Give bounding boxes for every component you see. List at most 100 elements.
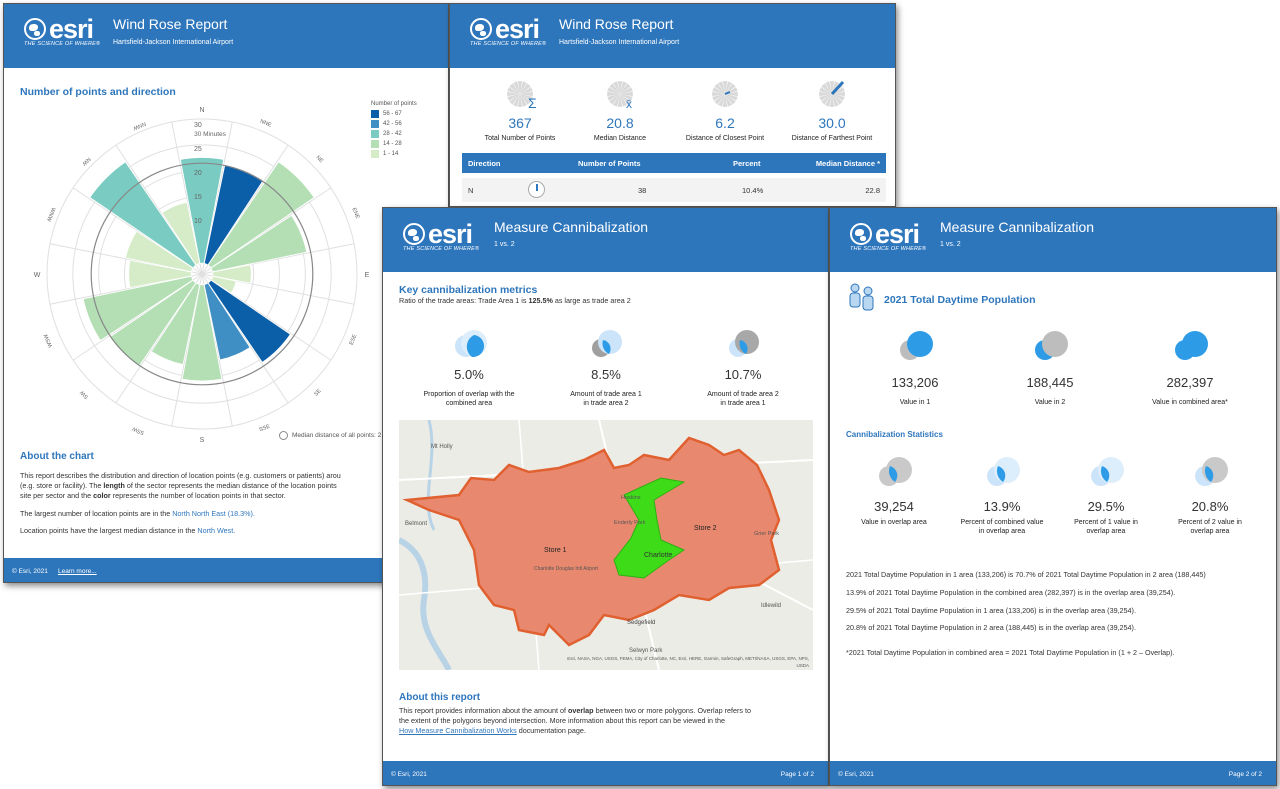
largest-count-text: The largest number of location points ar… [20,509,255,518]
wind-bar-se[interactable] [207,279,291,363]
esri-logo: esri THE SCIENCE OF WHERE® [470,14,547,47]
svg-text:Charlotte Douglas Intl Airport: Charlotte Douglas Intl Airport [534,566,599,572]
about-chart-text: This report describes the distribution a… [20,471,341,500]
legend-swatch [371,140,379,148]
stat-percent-of-2: 20.8% Percent of 2 value in overlap area [1160,454,1260,536]
legend-item: 1 - 14 [371,149,417,159]
wind-bar-wsw[interactable] [82,275,194,341]
grid-ring [72,144,332,404]
svg-text:x̄: x̄ [626,97,632,110]
svg-text:Esri, NASA, NGA, USGS, FEMA, C: Esri, NASA, NGA, USGS, FEMA, City of Cha… [567,656,809,661]
median-note: Median distance of all points: 2 [279,431,381,440]
esri-logo: esri THE SCIENCE OF WHERE® [24,14,101,47]
overlap-circles-icon [987,457,1020,486]
wind-bar-ese[interactable] [210,275,237,294]
wind-bar-n[interactable] [179,157,225,264]
wind-bar-s[interactable] [181,284,223,382]
trade-area-map[interactable]: Mt Holly Belmont Store 1 Store 2 Enderly… [399,420,813,670]
metric-total-points: Σ 367 Total Number of Points [472,78,568,143]
legend-label: 1 - 14 [383,151,399,157]
wind-bar-wnw[interactable] [125,230,194,273]
metric-area2-in-area1: 10.7% Amount of trade area 2 in trade are… [675,328,811,408]
report-title: Measure Cannibalization [494,219,649,235]
largest-median-text: Location points have the largest median … [20,526,236,535]
population-title: 2021 Total Daytime Population [884,294,1036,306]
metric-value-combined: 282,397 Value in combined area* [1120,328,1260,407]
wind-bar-w[interactable] [128,259,192,289]
stat-percent-of-1: 29.5% Percent of 1 value in overlap area [1056,454,1156,536]
section-title: Key cannibalization metrics [399,284,538,296]
esri-logo: esri THE SCIENCE OF WHERE® [403,219,480,252]
legend: Number of points 56 - 67 42 - 56 28 - 42 14… [371,101,417,159]
documentation-link[interactable]: How Measure Cannibalization Works [399,726,517,735]
stat-percent-combined: 13.9% Percent of combined value in overla… [948,454,1056,536]
globe-icon [850,223,872,245]
mean-icon: x̄ [607,81,633,111]
trade-area-1-polygon[interactable] [402,436,781,647]
compass-label: WNW [45,206,56,222]
metric-closest-point: 6.2 Distance of Closest Point [672,78,778,143]
svg-text:Σ: Σ [528,95,536,110]
report-header: esri THE SCIENCE OF WHERE® Wind Rose Rep… [450,4,895,68]
compass-label: E [365,272,370,279]
metric-overlap-proportion: 5.0% Proportion of overlap with the combi… [401,328,537,408]
globe-icon [470,18,492,40]
report-footer: © Esri, 2021 Page 2 of 2 [830,761,1276,785]
radial-tick-label: 20 [194,170,202,177]
svg-text:Mt Holly: Mt Holly [431,444,453,450]
about-chart-title: About the chart [20,451,94,462]
compass-label: SW [79,389,90,400]
median-circle [90,162,314,386]
wind-bar-ssw[interactable] [150,282,201,366]
wind-bar-sw[interactable] [109,279,197,367]
legend-title: Number of points [371,101,417,107]
legend-item: 14 - 28 [371,139,417,149]
unit-label: 30 Minutes [194,131,227,138]
sigma-icon: Σ [507,81,537,111]
col-percent: Percent [733,159,761,168]
compass-label: WSW [43,332,54,348]
wind-bar-nnw[interactable] [161,201,201,266]
wind-bar-nw[interactable] [89,161,197,269]
wind-bar-ne[interactable] [207,161,315,269]
legend-swatch [371,110,379,118]
about-report-text: This report provides information about t… [399,706,751,735]
compass-label: NNE [259,119,272,129]
svg-text:Sedgefield: Sedgefield [627,620,655,626]
largest-median-link[interactable]: North West. [197,526,236,535]
overlap-circles-icon [879,457,912,486]
overlap-circles-icon [1175,331,1208,360]
compass-label: ENE [350,207,360,220]
report-subtitle: 1 vs. 2 [940,241,961,248]
svg-text:Enderly Park: Enderly Park [614,520,646,526]
wind-bar-nne[interactable] [203,164,264,266]
col-points: Number of Points [578,159,641,168]
learn-more-link[interactable]: Learn more... [58,568,97,575]
largest-count-link[interactable]: North North East (18.3%). [172,509,255,518]
svg-text:Hoskins: Hoskins [621,495,641,501]
legend-swatch [371,120,379,128]
summary-line: 2021 Total Daytime Population in 1 area … [846,570,1206,579]
summary-line: 13.9% of 2021 Total Daytime Population i… [846,588,1176,597]
globe-icon [24,18,46,40]
svg-text:Store 2: Store 2 [694,525,717,532]
wind-bar-sse[interactable] [203,282,251,361]
overlap-circles-icon [1091,457,1124,486]
legend-swatch [371,130,379,138]
metric-value-in-2: 188,445 Value in 2 [985,328,1115,407]
compass-label: NNW [131,120,146,131]
about-report-title: About this report [399,692,481,703]
legend-swatch [371,150,379,158]
radial-tick-label: 30 [194,122,202,129]
col-median: Median Distance * [815,159,880,168]
summary-line: 20.8% of 2021 Total Daytime Population i… [846,623,1136,632]
page-number: Page 2 of 2 [1228,771,1262,778]
section-title: Number of points and direction [20,86,176,98]
wind-bar-e[interactable] [212,264,252,284]
report-subtitle: Hartsfield-Jackson International Airport [559,39,680,46]
legend-label: 28 - 42 [383,131,402,137]
wind-bar-ene[interactable] [210,214,308,273]
overlap-polygon[interactable] [613,477,686,579]
cannibalization-report-page-2: esri THE SCIENCE OF WHERE® Measure Canni… [829,207,1277,786]
